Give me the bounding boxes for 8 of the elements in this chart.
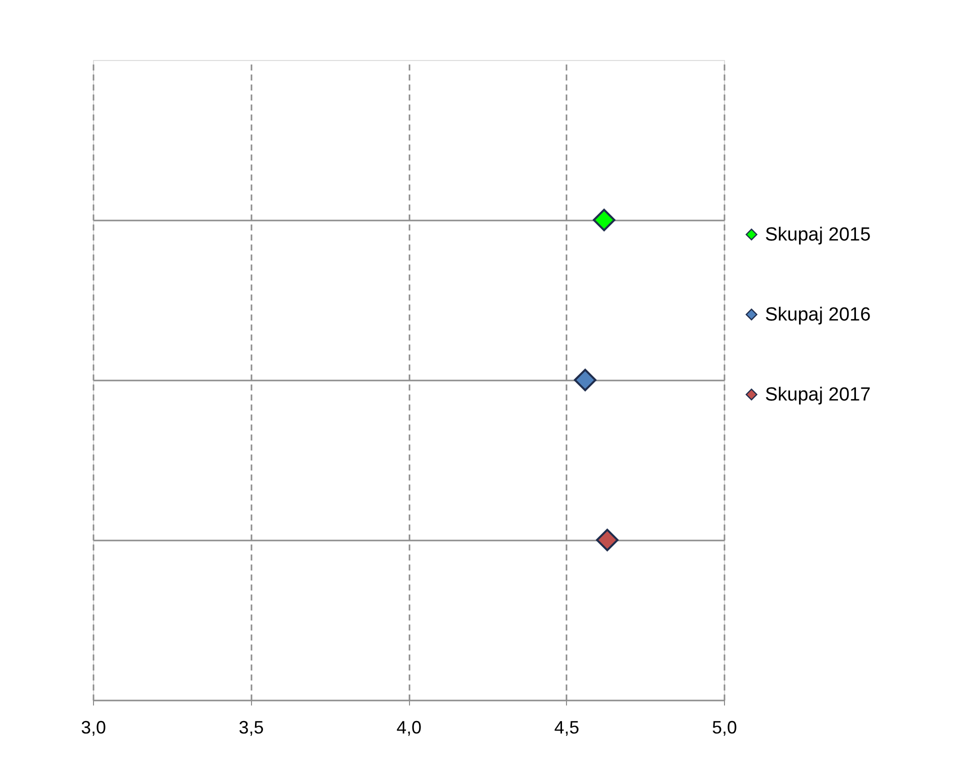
x-tick-label: 3,5 (238, 718, 264, 738)
x-tick-label: 4,0 (396, 718, 422, 738)
legend-label: Skupaj 2017 (765, 384, 871, 406)
legend-label: Skupaj 2016 (765, 304, 871, 326)
x-tick-label: 3,0 (80, 718, 106, 738)
x-tick-label: 4,5 (554, 718, 580, 738)
x-tick-label: 5,0 (712, 718, 738, 738)
legend-label: Skupaj 2015 (765, 224, 871, 246)
